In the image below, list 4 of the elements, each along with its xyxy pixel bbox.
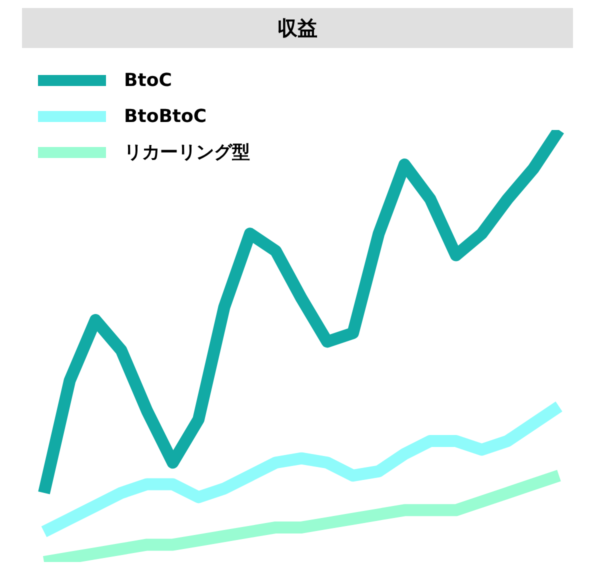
legend-label: リカーリング型 [124,141,250,164]
legend-label: BtoBtoC [124,106,207,126]
legend-label: BtoC [124,70,172,90]
chart-title: 収益 [22,8,573,48]
